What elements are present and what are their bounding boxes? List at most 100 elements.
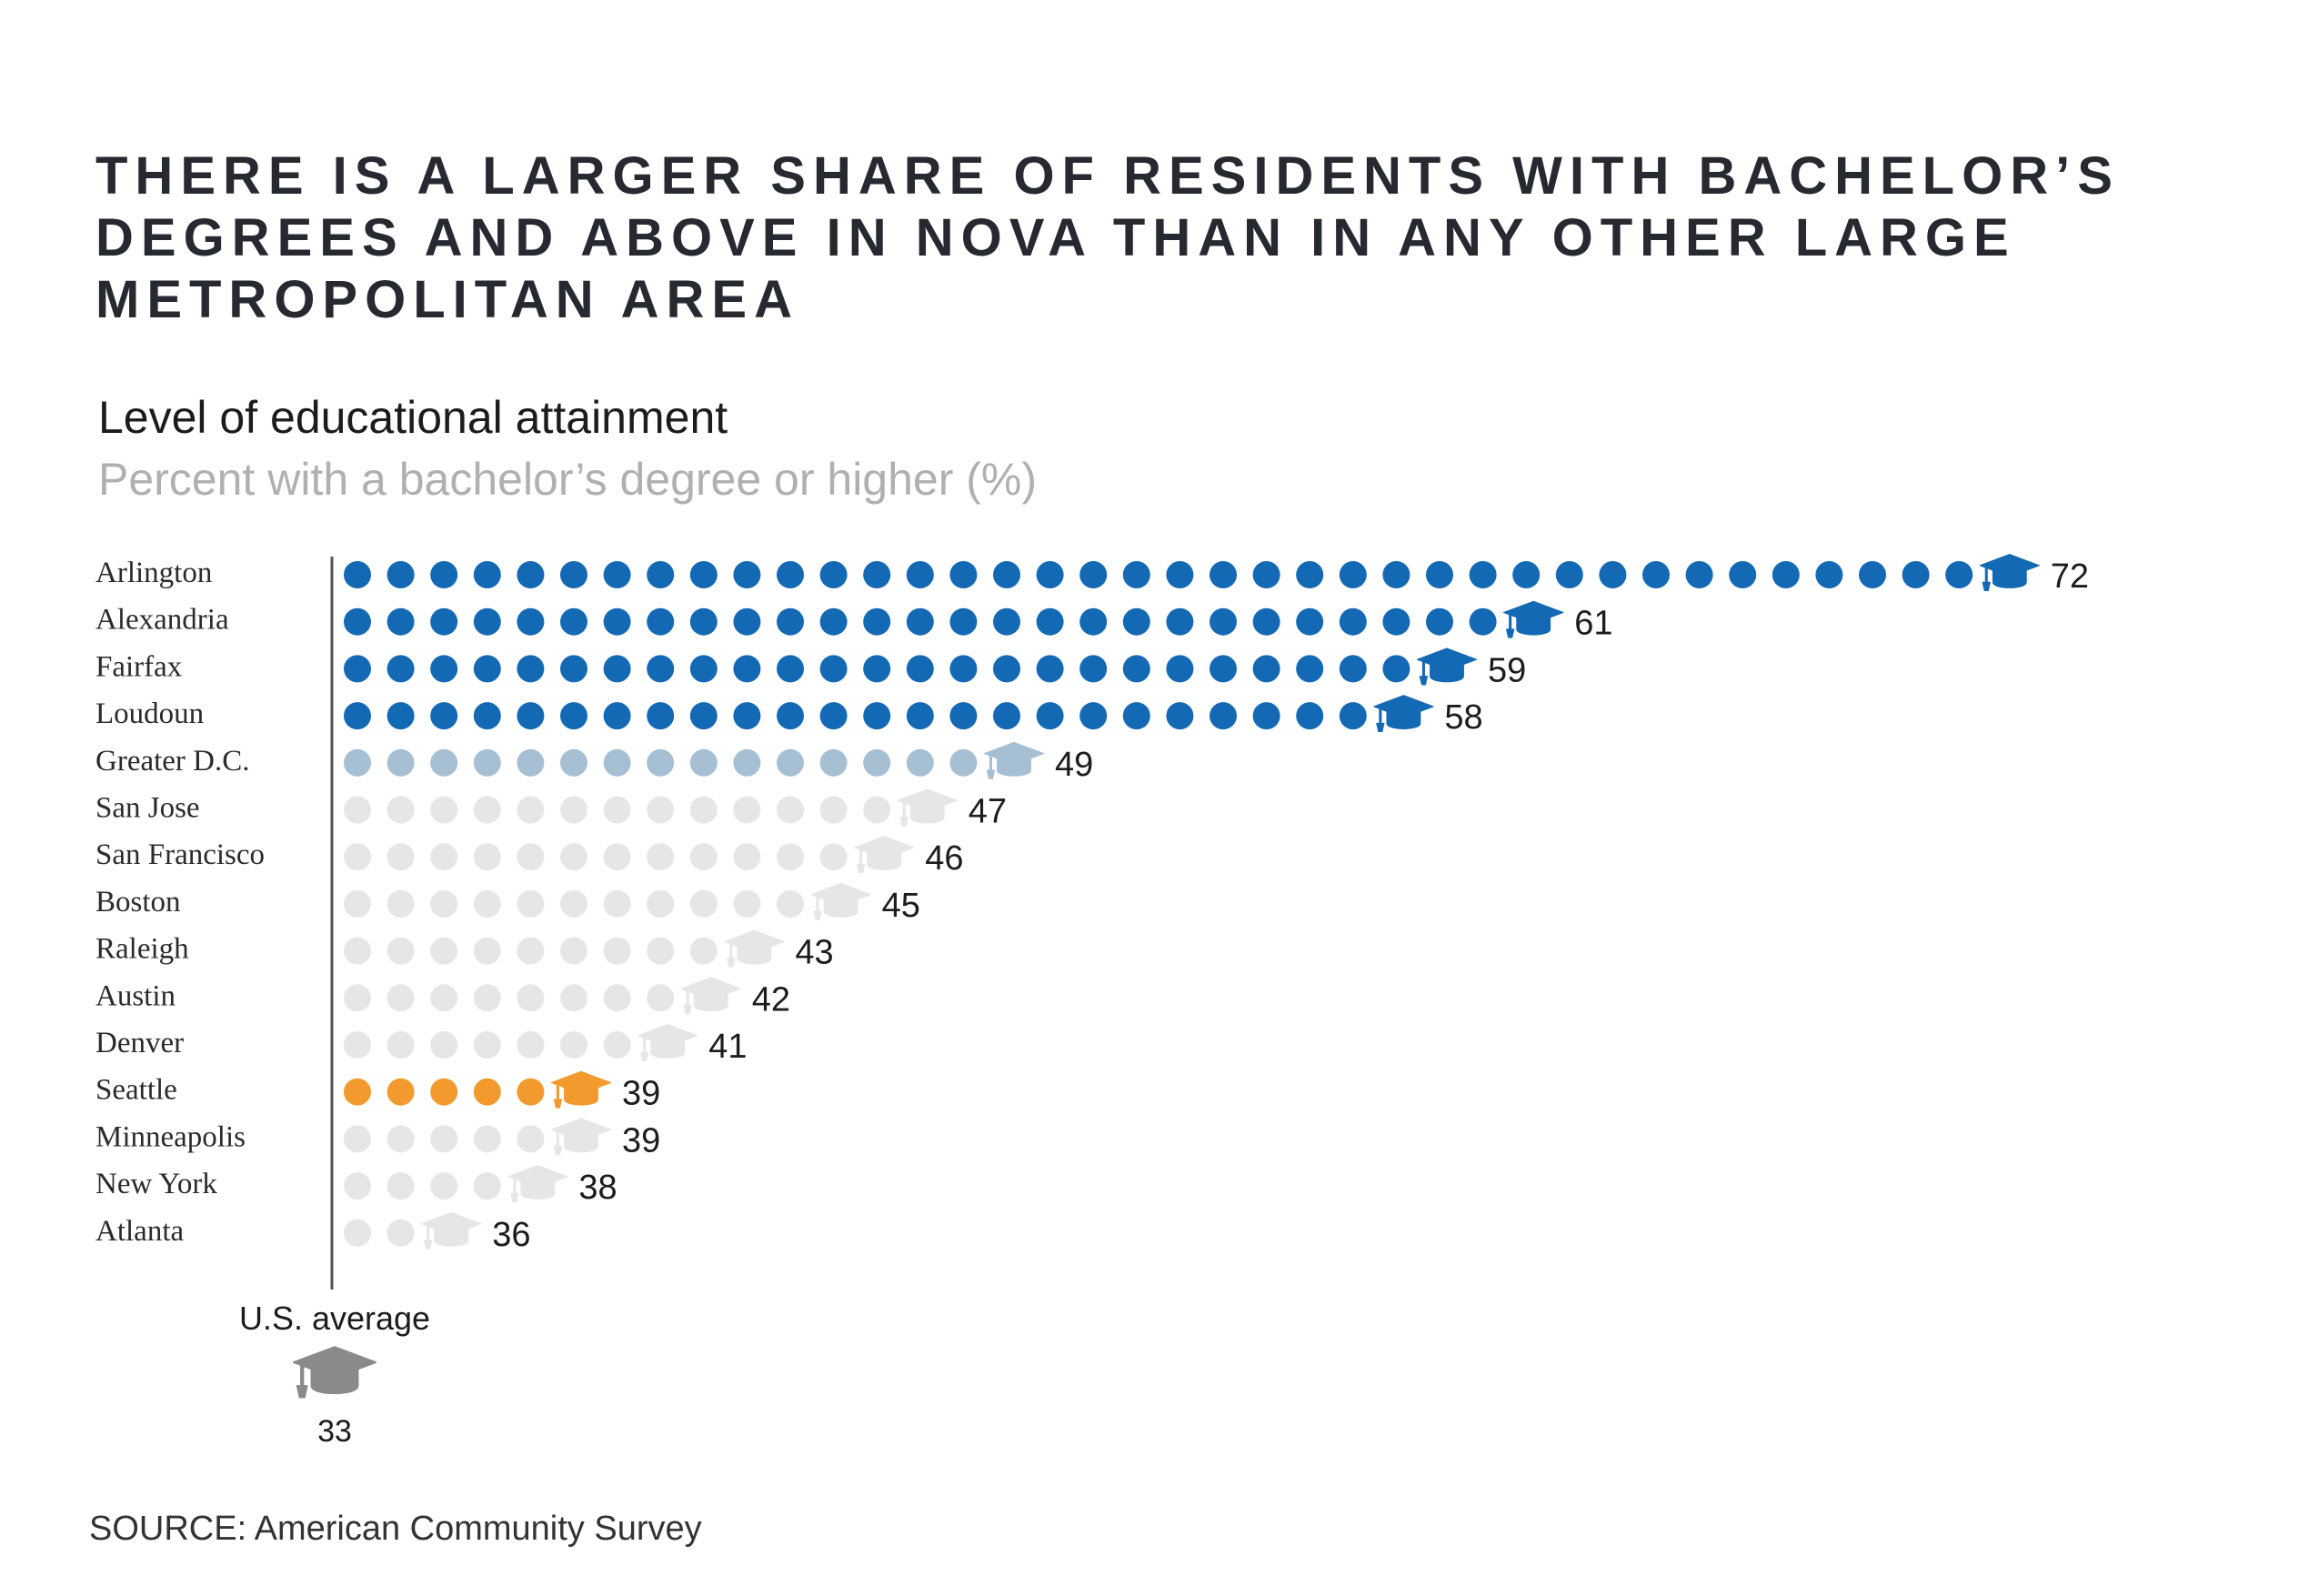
dot-mark [473,655,501,683]
value-label: 58 [1444,698,1482,737]
chart-row: Greater D.C. 49 [95,740,1093,784]
dot-mark [344,748,371,777]
graduation-cap-icon [810,881,871,921]
dot-mark [473,796,501,824]
value-label: 39 [622,1075,660,1113]
dot-mark [344,843,371,871]
dot-mark [733,748,761,777]
dot-mark [344,1219,371,1247]
chart-rows: Arlington 72 Alexandria 61 Fairfax 59 Loudoun 5… [95,552,2089,1254]
dot-mark [1166,607,1194,636]
category-label: Greater D.C. [95,745,250,778]
dot-mark [344,607,371,636]
chart-row: Minneapolis 39 [95,1117,660,1159]
graduation-cap-icon [984,740,1044,780]
dot-mark [689,748,718,777]
dot-mark [777,843,804,871]
chart-row: Boston 45 [95,881,920,925]
dot-mark [603,889,631,918]
dot-mark [1252,561,1280,588]
dot-mark [430,607,458,636]
dot-mark [560,607,587,636]
dot-mark [819,561,848,588]
dot-mark [517,748,545,777]
dot-mark [1729,561,1757,588]
graduation-cap-icon [551,1117,611,1157]
graduation-cap-icon [1373,694,1434,734]
category-label: Alexandria [95,604,229,637]
dot-mark [560,889,587,918]
dot-mark [733,796,761,824]
value-label: 61 [1574,605,1612,643]
dot-mark [1859,561,1886,588]
dot-mark [473,843,501,871]
dot-mark [1166,702,1194,730]
category-label: San Francisco [95,838,265,871]
value-label: 47 [969,793,1007,831]
value-label: 49 [1055,746,1093,784]
dot-mark [819,843,848,871]
graduation-cap-icon [1979,552,2040,592]
dot-mark [517,889,545,918]
dot-mark [560,843,587,871]
dot-mark [517,607,545,636]
dot-mark [1599,561,1627,588]
dot-mark [1469,607,1497,636]
dot-mark [560,655,587,683]
value-label: 42 [752,980,790,1019]
dot-mark [603,561,631,588]
graduation-cap-icon [637,1022,698,1062]
dot-mark [1382,561,1410,588]
chart-subtitle-units: Percent with a bachelor’s degree or high… [98,454,1038,505]
dot-mark [1079,561,1108,588]
dot-mark [386,561,415,588]
dot-mark [1382,607,1410,636]
dot-mark [949,607,978,636]
dot-mark [1166,655,1194,683]
dot-mark [949,561,978,588]
dot-mark [430,1031,458,1059]
category-label: Atlanta [95,1215,184,1248]
dot-mark [1296,607,1324,636]
dot-mark [647,889,675,918]
dot-mark [1296,702,1324,730]
chart-row: San Jose 47 [95,788,1007,831]
dot-mark [603,702,631,730]
dot-mark [430,1125,458,1153]
dot-mark [689,561,718,588]
dot-mark [430,702,458,730]
dot-mark [473,1078,501,1106]
dot-mark [386,889,415,918]
dot-mark [603,607,631,636]
category-label: New York [95,1168,217,1200]
dot-mark [1252,607,1280,636]
dot-mark [1166,561,1194,588]
chart-row: Raleigh 43 [95,928,834,972]
dot-mark [647,561,675,588]
dot-mark [689,889,718,918]
dot-mark [430,748,458,777]
dot-mark [473,1172,501,1200]
dot-mark [819,796,848,824]
value-label: 39 [622,1121,660,1159]
dot-mark [430,796,458,824]
category-label: Denver [95,1027,184,1059]
dot-mark [1902,561,1930,588]
dot-mark [473,702,501,730]
dot-mark [906,655,934,683]
dot-mark [1210,655,1237,683]
dot-mark [1815,561,1843,588]
dot-mark [777,607,804,636]
dot-mark [517,1125,545,1153]
dot-mark [386,984,415,1012]
dot-mark [863,796,891,824]
dot-mark [949,702,978,730]
us-average-marker: U.S. average 33 [239,1300,430,1449]
graduation-cap-icon [293,1347,376,1398]
dot-mark [517,561,545,588]
dot-mark [386,1031,415,1059]
dot-mark [1339,561,1367,588]
graduation-cap-icon [1503,599,1564,639]
